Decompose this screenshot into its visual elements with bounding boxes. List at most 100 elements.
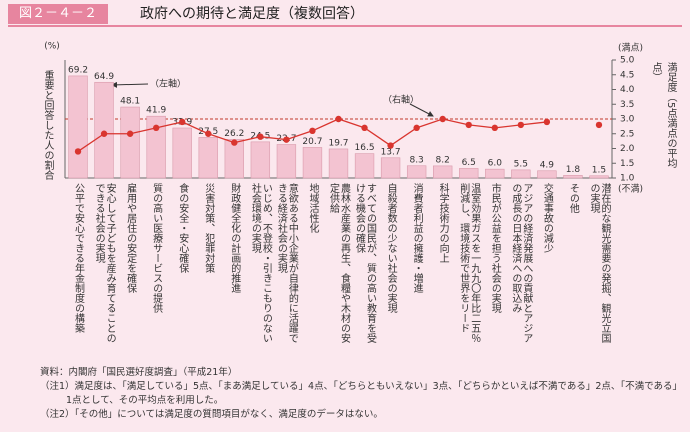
point <box>152 124 160 132</box>
x-tick: すべての国民が、質の高い教育を受ける機会の確保 <box>352 183 378 351</box>
x-tick: 地域活性化 <box>299 183 325 351</box>
value-label: 1.8 <box>566 165 581 175</box>
x-tick: 消費者利益の擁護・増進 <box>404 183 430 351</box>
bar <box>120 106 140 179</box>
point <box>205 130 212 137</box>
x-tick-label: 自殺者数の少ない社会の実現 <box>385 183 397 313</box>
point <box>100 130 108 137</box>
value-label: 26.2 <box>224 129 244 139</box>
point <box>283 136 290 143</box>
value-label: 16.5 <box>355 143 375 153</box>
x-tick: 財政健全化の計画的推進 <box>221 183 247 351</box>
value-label: 13.7 <box>381 147 401 157</box>
value-label: 8.2 <box>436 155 450 165</box>
x-tick: 潜在的な観光需要の発掘、観光立国の実現 <box>586 183 612 351</box>
point <box>465 121 472 129</box>
point <box>517 121 525 129</box>
bar <box>302 147 323 179</box>
bar <box>380 157 401 179</box>
x-tick-label: アジアの経済発展への貢献とアジアの成長の日本経済への取込み <box>509 183 532 343</box>
point <box>491 124 498 132</box>
x-tick: 自殺者数の少ない社会の実現 <box>378 183 404 351</box>
y2-tick-label: 2.5 <box>620 129 634 139</box>
annotation-arrow <box>409 103 434 117</box>
bar <box>406 165 427 179</box>
bar <box>354 153 375 179</box>
y2-top-label: (満点) <box>618 43 643 54</box>
x-tick-label: その他 <box>567 183 579 213</box>
x-tick-label: 意欲ある中小企業が自律的に活躍できる経済社会の実現 <box>275 183 298 343</box>
y-axis-title: 重要と回答した人の割合 <box>42 70 53 180</box>
note: （注2）「その他」については満足度の質問項目がなく、満足度のデータはない。 <box>40 409 383 420</box>
value-label: 6.0 <box>488 159 503 169</box>
x-tick-label: 食の安全・安心確保 <box>176 183 188 273</box>
x-tick: 農林水産業の再生、食糧や木材の安定供給 <box>325 183 351 351</box>
point <box>309 127 316 134</box>
x-tick-label: 安心して子どもを産み育てることのできる社会の実現 <box>93 183 116 343</box>
x-tick-label: 潜在的な観光需要の発掘、観光立国の実現 <box>587 183 610 343</box>
x-tick-label: 地域活性化 <box>306 183 318 233</box>
y2-axis-title: 満足度（5点満点の平均点） <box>650 62 676 169</box>
x-tick-label: すべての国民が、質の高い教育を受ける機会の確保 <box>353 183 376 343</box>
value-label: 4.9 <box>540 160 555 170</box>
note: 1点として、その平均点を利用した。 <box>66 395 224 406</box>
x-tick-label: 農林水産業の再生、食糧や木材の安定供給 <box>327 183 350 343</box>
bar <box>485 168 505 179</box>
x-tick-label: いじめ、不登校・引きこもりのない社会環境の実現 <box>249 183 272 343</box>
x-tick: 意欲ある中小企業が自律的に活躍できる経済社会の実現 <box>273 183 299 351</box>
value-label: 6.5 <box>462 158 476 168</box>
x-tick: 温室効果ガスを一九九〇年比二五％削減し、環境技術で世界をリード <box>456 183 482 351</box>
y2-tick-label: 4.5 <box>620 70 634 80</box>
value-label: 19.7 <box>328 138 348 148</box>
x-tick: 災害対策、犯罪対策 <box>195 183 221 351</box>
figure-number: 図２－４－２ <box>8 4 108 24</box>
bar <box>198 137 218 179</box>
point <box>413 124 420 132</box>
x-tick: 安心して子どもを産み育てることのできる社会の実現 <box>91 183 117 351</box>
bar <box>94 81 114 179</box>
x-tick: 雇用や居住の安定を確保 <box>117 183 143 351</box>
value-label: 20.7 <box>302 137 322 147</box>
bar <box>250 141 271 179</box>
x-tick-label: 交通事故の減少 <box>541 183 553 253</box>
x-tick-label: 災害対策、犯罪対策 <box>202 183 214 273</box>
x-tick: アジアの経済発展への貢献とアジアの成長の日本経済への取込み <box>508 183 534 351</box>
value-label: 48.1 <box>120 97 140 107</box>
y-unit: (%) <box>44 42 60 52</box>
bar <box>433 165 453 179</box>
x-tick: いじめ、不登校・引きこもりのない社会環境の実現 <box>247 183 273 351</box>
bar <box>68 75 88 179</box>
x-tick-label: 温室効果ガスを一九九〇年比二五％削減し、環境技術で世界をリード <box>457 183 480 343</box>
x-tick: 科学技術力の向上 <box>430 183 456 351</box>
header-rule <box>8 25 682 27</box>
x-tick: 食の安全・安心確保 <box>169 183 195 351</box>
x-tick-label: 雇用や居住の安定を確保 <box>124 183 136 293</box>
bar <box>563 175 583 179</box>
y2-tick-label: 3.5 <box>620 100 634 110</box>
bar <box>589 175 609 179</box>
value-label: 1.5 <box>592 165 606 175</box>
title: 政府への期待と満足度（複数回答） <box>140 6 364 22</box>
bar <box>276 144 297 179</box>
value-label: 69.2 <box>68 65 88 75</box>
x-tick: 交通事故の減少 <box>534 183 560 351</box>
x-tick-label: 科学技術力の向上 <box>437 183 449 263</box>
value-label: 5.5 <box>514 159 528 169</box>
point <box>74 148 82 155</box>
bar <box>537 170 557 179</box>
y2-tick-label: 3.0 <box>620 115 635 125</box>
x-tick-label: 公平で安心できる年金制度の構築 <box>72 183 84 333</box>
note: （注1）満足度は、「満足している」5点、「まあ満足している」4点、「どちらともい… <box>40 381 683 392</box>
x-tick-label: 消費者利益の擁護・増進 <box>411 183 423 293</box>
x-tick-label: 質の高い医療サービスの提供 <box>150 183 162 313</box>
point <box>387 142 394 149</box>
value-label: 41.9 <box>146 106 166 116</box>
bar <box>146 115 166 179</box>
value-label: 8.3 <box>409 155 423 165</box>
x-tick-label: 市民が公益を担う社会の実現 <box>489 183 501 313</box>
point <box>126 130 134 137</box>
y2-tick-label: 1.5 <box>620 159 634 169</box>
point <box>439 115 446 123</box>
